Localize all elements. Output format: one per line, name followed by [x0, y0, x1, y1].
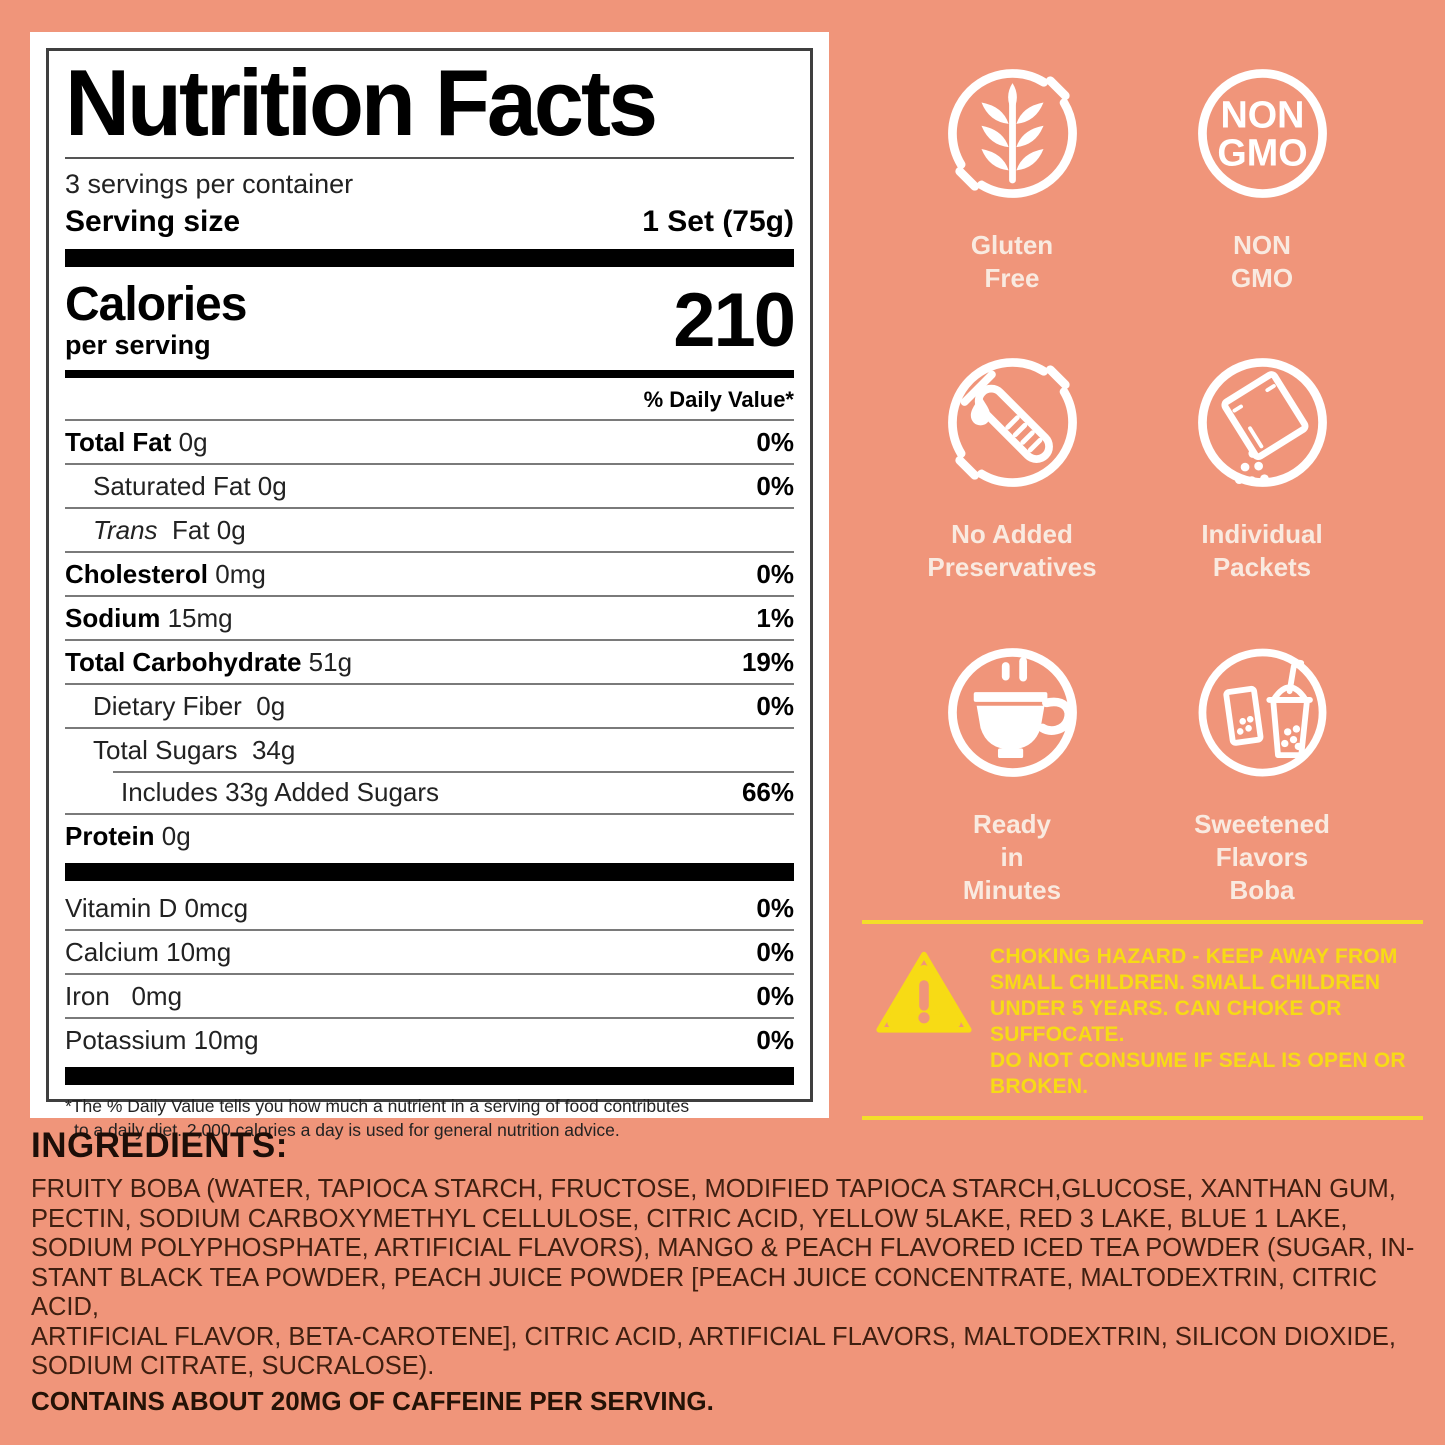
daily-value-header: % Daily Value* — [643, 387, 794, 412]
calories-label-block: Calories per serving — [65, 277, 247, 361]
badge-label: Individual Packets — [1201, 519, 1323, 583]
nutrient-row-saturated-fat: Saturated Fat 0g 0% — [65, 463, 794, 507]
nutrient-row-dietary-fiber: Dietary Fiber 0g 0% — [65, 683, 794, 727]
calories-value: 210 — [673, 278, 796, 363]
no-added-preservatives-icon — [947, 358, 1077, 487]
serving-size-value: 1 Set (75g) — [642, 205, 794, 238]
non-gmo-icon: NON GMO — [1197, 69, 1327, 198]
ingredients-heading: INGREDIENTS: — [31, 1126, 288, 1165]
calories-label: Calories — [65, 277, 247, 331]
gluten-free-icon — [947, 69, 1077, 198]
choking-hazard-warning: CHOKING HAZARD - KEEP AWAY FROM SMALL CH… — [862, 920, 1423, 1121]
sweetened-flavors-boba-icon — [1198, 648, 1326, 777]
thick-divider — [65, 249, 794, 267]
warning-triangle-icon — [876, 951, 972, 1033]
nutrient-row-protein: Protein 0g — [65, 813, 794, 857]
nutrient-row-cholesterol: Cholesterol 0mg 0% — [65, 551, 794, 595]
serving-size-label: Serving size — [65, 205, 241, 238]
calories-row: Calories per serving 210 — [65, 273, 796, 366]
thick-divider — [65, 863, 794, 881]
nutrient-row-trans-fat: Trans Fat 0g — [65, 507, 794, 551]
servings-per-container: 3 servings per container — [65, 169, 354, 199]
svg-text:GMO: GMO — [1217, 132, 1307, 174]
nutrient-row-iron: Iron 0mg 0% — [65, 973, 794, 1017]
serving-size-row: Serving size 1 Set (75g) — [65, 201, 794, 243]
badge-label: Gluten Free — [970, 230, 1054, 294]
badge-label: No Added Preservatives — [927, 519, 1097, 583]
nutrient-row-added-sugars: Includes 33g Added Sugars 66% — [65, 771, 794, 813]
nutrition-facts-border: Nutrition Facts 3 servings per container… — [46, 48, 813, 1140]
nutrient-row-vitamin-d: Vitamin D 0mcg 0% — [65, 893, 794, 923]
nutrient-row-total-sugars: Total Sugars 34g — [65, 727, 794, 771]
badge-label: NON GMO — [1230, 230, 1294, 294]
badge-ready-in-minutes: Ready in Minutes — [887, 635, 1137, 907]
badge-gluten-free: Gluten Free — [887, 56, 1137, 295]
medium-divider — [65, 370, 794, 378]
thick-divider — [65, 1067, 794, 1085]
divider — [65, 157, 794, 159]
badge-label: Sweetened Flavors Boba — [1194, 809, 1330, 906]
nutrient-row-total-carbohydrate: Total Carbohydrate 51g 19% — [65, 639, 794, 683]
nutrient-row-calcium: Calcium 10mg 0% — [65, 929, 794, 973]
badge-no-added-preservatives: No Added Preservatives — [887, 345, 1137, 584]
daily-value-footnote: *The % Daily Value tells you how much a … — [65, 1096, 690, 1140]
nutrition-facts-panel: Nutrition Facts 3 servings per container… — [30, 32, 829, 1140]
nutrient-row-sodium: Sodium 15mg 1% — [65, 595, 794, 639]
badge-individual-packets: Individual Packets — [1137, 345, 1387, 584]
ingredients-list: FRUITY BOBA (WATER, TAPIOCA STARCH, FRUC… — [31, 1175, 1415, 1381]
caffeine-statement: CONTAINS ABOUT 20MG OF CAFFEINE PER SERV… — [31, 1386, 714, 1417]
svg-text:NON: NON — [1220, 95, 1304, 137]
nutrition-facts-title: Nutrition Facts — [65, 51, 658, 156]
nutrient-row-potassium: Potassium 10mg 0% — [65, 1017, 794, 1061]
choking-hazard-text: CHOKING HAZARD - KEEP AWAY FROM SMALL CH… — [990, 945, 1406, 1099]
individual-packets-icon — [1197, 358, 1327, 487]
calories-per-serving-label: per serving — [65, 329, 211, 360]
badge-label: Ready in Minutes — [962, 809, 1062, 906]
badge-non-gmo: NON GMO NON GMO — [1137, 56, 1387, 295]
nutrient-row-total-fat: Total Fat 0g 0% — [65, 419, 794, 463]
ingredients-section: INGREDIENTS: FRUITY BOBA (WATER, TAPIOCA… — [31, 1126, 1421, 1417]
ready-in-minutes-icon — [947, 648, 1077, 777]
badge-sweetened-flavors-boba: Sweetened Flavors Boba — [1137, 635, 1387, 907]
